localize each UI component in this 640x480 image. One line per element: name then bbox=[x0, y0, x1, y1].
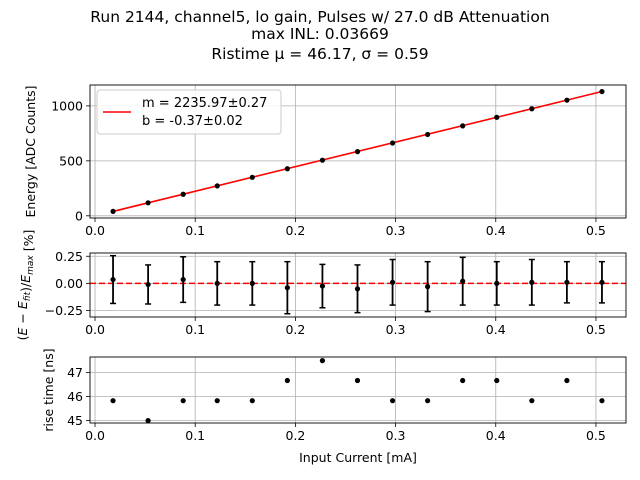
energy-y-axis-label: Energy [ADC Counts] bbox=[23, 85, 38, 217]
energy-axes-frame bbox=[89, 84, 627, 219]
energy-data-point bbox=[145, 200, 151, 206]
figure-title: Run 2144, channel5, lo gain, Pulses w/ 2… bbox=[90, 8, 549, 63]
residual-x-tick-label: 0.1 bbox=[185, 322, 205, 337]
residual-data-point bbox=[145, 281, 151, 288]
residual-x-tick-label: 0.0 bbox=[85, 322, 105, 337]
risetime-panel: 0.0 0.1 0.2 0.3 0.4 0.5 45 46 47 rise time [ns] In… bbox=[41, 348, 627, 465]
title-line-3: Ristime μ = 46.17, σ = 0.59 bbox=[211, 45, 428, 63]
risetime-x-tick-label: 0.4 bbox=[486, 428, 506, 443]
energy-data-point bbox=[180, 191, 186, 197]
residual-x-tick-label: 0.2 bbox=[285, 322, 305, 337]
risetime-data-point bbox=[389, 398, 396, 404]
residual-data-point bbox=[460, 278, 466, 284]
energy-data-point bbox=[460, 123, 466, 129]
residual-axes-frame bbox=[89, 252, 627, 318]
risetime-data-point bbox=[354, 377, 361, 384]
legend: m = 2235.97±0.27 b = -0.37±0.02 bbox=[96, 89, 282, 135]
legend-box bbox=[96, 89, 282, 135]
risetime-data-point bbox=[249, 398, 255, 404]
risetime-data-point bbox=[599, 398, 605, 404]
risetime-data-point bbox=[214, 398, 220, 404]
residual-x-tick-label: 0.4 bbox=[486, 322, 506, 337]
energy-data-point bbox=[564, 97, 570, 103]
risetime-axes-frame bbox=[89, 356, 627, 424]
residual-y-tick-label: 0.25 bbox=[55, 249, 83, 264]
risetime-data-point bbox=[110, 398, 116, 404]
residual-data-point bbox=[389, 279, 396, 285]
energy-data-point bbox=[110, 208, 116, 215]
energy-panel: 0.0 0.1 0.2 0.3 0.4 0.5 0 500 1000 Energy [ADC Co… bbox=[23, 84, 627, 238]
residual-data-point bbox=[354, 286, 361, 292]
energy-y-tick-label: 500 bbox=[59, 153, 83, 168]
energy-x-tick-label: 0.2 bbox=[285, 223, 305, 238]
risetime-y-tick-label: 47 bbox=[67, 365, 83, 380]
risetime-data-point bbox=[145, 418, 151, 424]
risetime-x-tick-label: 0.0 bbox=[85, 428, 105, 443]
residual-data-point bbox=[249, 280, 255, 286]
residual-data-point bbox=[214, 280, 220, 286]
energy-data-point bbox=[529, 106, 535, 112]
residual-y-tick-label: −0.25 bbox=[45, 303, 83, 318]
residual-data-point bbox=[319, 283, 326, 289]
title-line-2: max INL: 0.03669 bbox=[251, 25, 389, 43]
risetime-data-point bbox=[529, 398, 535, 404]
energy-data-point bbox=[214, 183, 220, 189]
energy-data-point bbox=[494, 114, 500, 120]
risetime-data-point bbox=[564, 377, 570, 384]
energy-x-tick-label: 0.5 bbox=[586, 223, 606, 238]
residual-x-tick-label: 0.5 bbox=[586, 322, 606, 337]
residual-data-point bbox=[180, 276, 186, 283]
risetime-x-tick-label: 0.1 bbox=[185, 428, 205, 443]
residual-y-tick-label: 0.00 bbox=[55, 276, 83, 291]
energy-y-tick-label: 0 bbox=[75, 208, 83, 223]
energy-x-tick-label: 0.3 bbox=[386, 223, 406, 238]
risetime-y-tick-label: 46 bbox=[67, 389, 83, 404]
risetime-x-tick-label: 0.3 bbox=[386, 428, 406, 443]
risetime-data-point bbox=[425, 398, 431, 404]
energy-x-tick-label: 0.1 bbox=[185, 223, 205, 238]
chart-panels: 0.0 0.1 0.2 0.3 0.4 0.5 0 500 1000 Energy [ADC Co… bbox=[15, 84, 627, 465]
residual-data-point bbox=[110, 276, 116, 283]
risetime-data-point bbox=[180, 398, 186, 404]
energy-x-tick-label: 0.4 bbox=[486, 223, 506, 238]
risetime-data-point bbox=[284, 377, 290, 384]
risetime-y-axis-label: rise time [ns] bbox=[41, 348, 56, 431]
residual-data-point bbox=[529, 279, 535, 285]
risetime-data-point bbox=[494, 377, 500, 384]
legend-entry: b = -0.37±0.02 bbox=[142, 114, 243, 129]
energy-data-point bbox=[319, 157, 326, 163]
energy-y-tick-label: 1000 bbox=[51, 98, 83, 113]
legend-entry: m = 2235.97±0.27 bbox=[142, 96, 267, 111]
residual-data-point bbox=[284, 285, 290, 291]
x-axis-label: Input Current [mA] bbox=[299, 450, 417, 465]
title-line-1: Run 2144, channel5, lo gain, Pulses w/ 2… bbox=[90, 8, 549, 26]
energy-x-tick-label: 0.0 bbox=[85, 223, 105, 238]
residual-data-point bbox=[564, 279, 570, 285]
risetime-data-point bbox=[319, 358, 326, 364]
residual-data-point bbox=[425, 284, 431, 290]
residual-data-point bbox=[494, 280, 500, 286]
residual-panel: 0.0 0.1 0.2 0.3 0.4 0.5 0.25 0.00 −0.25 (E − Efit… bbox=[15, 230, 627, 341]
energy-data-point bbox=[425, 131, 431, 138]
residual-x-tick-label: 0.3 bbox=[386, 322, 406, 337]
energy-data-point bbox=[354, 149, 361, 155]
risetime-data-point bbox=[460, 377, 466, 384]
residual-data-point bbox=[599, 279, 605, 285]
risetime-x-tick-label: 0.2 bbox=[285, 428, 305, 443]
risetime-y-tick-label: 45 bbox=[67, 413, 83, 428]
risetime-x-tick-label: 0.5 bbox=[586, 428, 606, 443]
residual-y-axis-label: (E − Efit)/Emax [%] bbox=[15, 230, 36, 341]
energy-data-point bbox=[599, 88, 605, 95]
energy-data-point bbox=[389, 140, 396, 146]
energy-data-point bbox=[284, 166, 290, 172]
energy-data-point bbox=[249, 174, 255, 180]
